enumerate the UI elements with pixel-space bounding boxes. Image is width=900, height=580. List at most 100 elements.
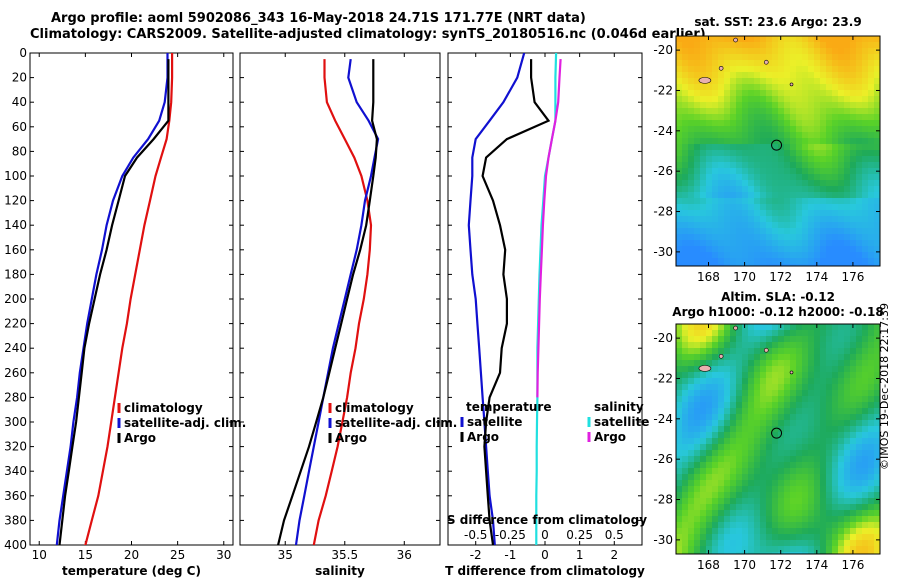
map-cell	[700, 186, 707, 193]
map-cell	[772, 150, 779, 157]
map-cell	[772, 132, 779, 139]
x-axis-label: T difference from climatology	[445, 564, 645, 578]
map-cell	[874, 78, 881, 85]
map-cell	[814, 114, 821, 121]
map-cell	[718, 192, 725, 199]
map-cell	[742, 192, 749, 199]
map-cell	[676, 402, 683, 409]
map-cell	[748, 426, 755, 433]
map-cell	[754, 450, 761, 457]
map-cell	[778, 162, 785, 169]
map-cell	[808, 126, 815, 133]
map-cell	[682, 420, 689, 427]
map-cell	[706, 330, 713, 337]
map-cell	[676, 552, 683, 555]
map-cell	[844, 414, 851, 421]
map-cell	[784, 516, 791, 523]
map-cell	[712, 438, 719, 445]
map-cell	[712, 120, 719, 127]
map-cell	[682, 264, 689, 267]
map-cell	[808, 402, 815, 409]
map-cell	[742, 462, 749, 469]
map-cell	[772, 444, 779, 451]
map-cell	[838, 264, 845, 267]
map-cell	[676, 438, 683, 445]
map-cell	[820, 456, 827, 463]
map-cell	[754, 330, 761, 337]
map-cell	[796, 168, 803, 175]
map-cell	[706, 540, 713, 547]
map-cell	[814, 402, 821, 409]
map-cell	[802, 54, 809, 61]
map-cell	[712, 342, 719, 349]
map-cell	[706, 72, 713, 79]
map-cell	[730, 528, 737, 535]
x-tick-label: 172	[769, 270, 792, 284]
map-cell	[766, 54, 773, 61]
map-cell	[862, 126, 869, 133]
map-cell	[808, 486, 815, 493]
map-cell	[832, 366, 839, 373]
map-cell	[838, 486, 845, 493]
map-cell	[802, 534, 809, 541]
map-cell	[694, 444, 701, 451]
map-cell	[784, 474, 791, 481]
map-cell	[760, 474, 767, 481]
map-cell	[736, 264, 743, 267]
map-cell	[676, 408, 683, 415]
map-cell	[748, 330, 755, 337]
map-cell	[862, 162, 869, 169]
map-cell	[682, 186, 689, 193]
map-cell	[778, 228, 785, 235]
map-cell	[820, 120, 827, 127]
map-cell	[736, 174, 743, 181]
map-cell	[700, 408, 707, 415]
map-cell	[856, 480, 863, 487]
map-cell	[784, 426, 791, 433]
map-cell	[784, 390, 791, 397]
secondary-tick-label: 0.5	[605, 528, 624, 542]
map-cell	[730, 108, 737, 115]
map-cell	[850, 120, 857, 127]
map-cell	[706, 420, 713, 427]
map-cell	[802, 462, 809, 469]
map-cell	[742, 540, 749, 547]
map-cell	[856, 42, 863, 49]
map-cell	[688, 546, 695, 553]
map-cell	[838, 96, 845, 103]
map-cell	[826, 498, 833, 505]
x-tick-label: 172	[769, 558, 792, 572]
map-cell	[706, 498, 713, 505]
map-cell	[862, 324, 869, 331]
series-line-salinity-argo	[536, 59, 562, 398]
map-cell	[688, 180, 695, 187]
map-cell	[688, 540, 695, 547]
map-cell	[754, 168, 761, 175]
map-cell	[676, 42, 683, 49]
map-cell	[736, 36, 743, 43]
map-cell	[856, 36, 863, 43]
map-cell	[856, 348, 863, 355]
map-cell	[856, 498, 863, 505]
map-cell	[838, 84, 845, 91]
map-cell	[832, 54, 839, 61]
map-cell	[820, 246, 827, 253]
map-cell	[826, 474, 833, 481]
map-cell	[844, 180, 851, 187]
map-cell	[874, 192, 881, 199]
map-cell	[868, 258, 875, 265]
map-cell	[820, 114, 827, 121]
map-cell	[688, 462, 695, 469]
map-cell	[796, 498, 803, 505]
map-cell	[712, 336, 719, 343]
map-cell	[790, 108, 797, 115]
map-cell	[742, 234, 749, 241]
map-cell	[748, 90, 755, 97]
map-cell	[724, 396, 731, 403]
map-cell	[718, 54, 725, 61]
map-cell	[712, 384, 719, 391]
map-cell	[856, 432, 863, 439]
map-cell	[850, 408, 857, 415]
map-cell	[802, 150, 809, 157]
map-cell	[832, 42, 839, 49]
